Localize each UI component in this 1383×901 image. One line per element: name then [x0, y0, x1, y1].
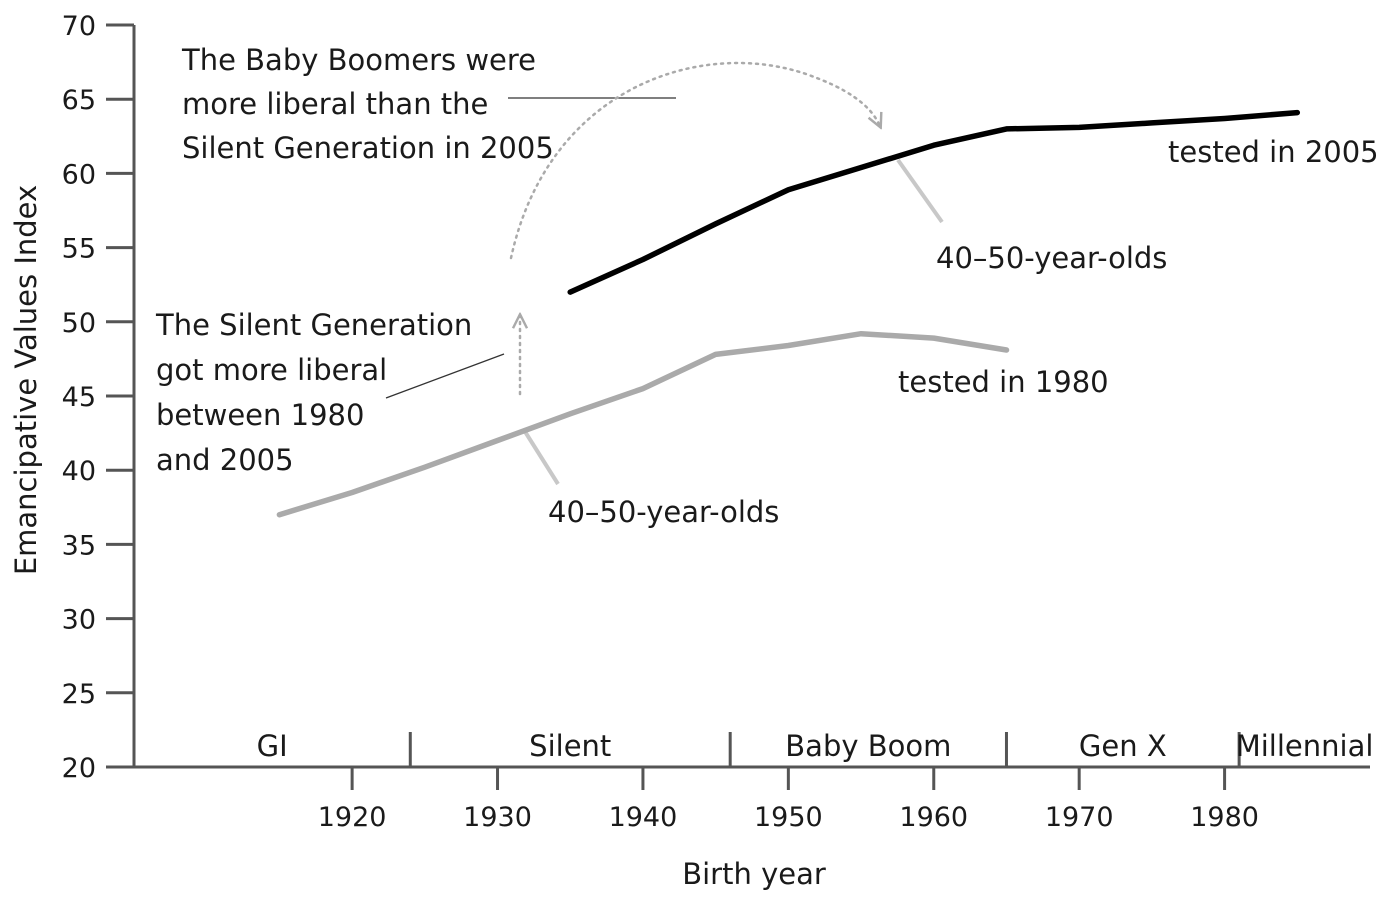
y-tick-label: 60 [62, 159, 96, 190]
series-label-tested-2005: tested in 2005 [1168, 135, 1379, 169]
series-line-tested-2005 [567, 109, 1301, 295]
y-tick-label: 30 [62, 605, 96, 636]
y-tick-label: 50 [62, 308, 96, 339]
label-age-1980: 40–50-year-olds [548, 495, 779, 529]
x-tick-label: 1980 [1190, 802, 1259, 833]
y-tick-label: 45 [62, 382, 96, 413]
label-age-2005: 40–50-year-olds [936, 241, 1167, 275]
silent-callout-line [385, 353, 505, 399]
svg-text:got more liberal: got more liberal [156, 353, 387, 387]
generation-label: Silent [529, 729, 611, 763]
y-tick-label: 65 [62, 85, 96, 116]
x-tick-label: 1920 [318, 802, 387, 833]
y-axis-title: Emancipative Values Index [9, 185, 43, 575]
x-axis-ticks: 1920 1930 1940 1950 1960 1970 1980 [318, 767, 1259, 833]
y-tick-label: 20 [62, 753, 96, 784]
generation-label: Baby Boom [785, 729, 951, 763]
x-tick-label: 1960 [899, 802, 968, 833]
x-tick-label: 1930 [463, 802, 532, 833]
svg-text:more liberal than the: more liberal than the [182, 87, 488, 121]
svg-text:Silent Generation in 2005: Silent Generation in 2005 [182, 131, 554, 165]
svg-text:The Baby Boomers were: The Baby Boomers were [181, 43, 536, 77]
generation-label: Gen X [1079, 729, 1167, 763]
generation-label: GI [257, 729, 288, 763]
annotation-boomers: The Baby Boomers were more liberal than … [181, 43, 554, 165]
svg-text:and 2005: and 2005 [156, 443, 294, 477]
x-tick-label: 1940 [609, 802, 678, 833]
svg-text:between 1980: between 1980 [156, 398, 364, 432]
y-tick-label: 35 [62, 530, 96, 561]
y-tick-label: 25 [62, 679, 96, 710]
series-line-tested-1980 [276, 330, 1010, 518]
series-label-tested-1980: tested in 1980 [898, 365, 1109, 399]
x-axis-title: Birth year [682, 857, 826, 891]
age-1980-callout-line [522, 428, 560, 486]
x-tick-label: 1970 [1045, 802, 1114, 833]
y-tick-label: 70 [62, 11, 96, 42]
y-tick-label: 55 [62, 234, 96, 265]
generation-bands: GI Silent Baby Boom Gen X Millennial [257, 729, 1374, 767]
x-tick-label: 1950 [754, 802, 823, 833]
y-axis-ticks: 20 25 30 35 40 45 50 55 60 65 70 [62, 11, 134, 784]
svg-text:The Silent Generation: The Silent Generation [155, 308, 472, 342]
boomers-dotted-arrow [509, 61, 880, 260]
generation-label: Millennial [1236, 729, 1374, 763]
y-tick-label: 40 [62, 456, 96, 487]
age-2005-callout-line [896, 158, 944, 224]
annotation-silent: The Silent Generation got more liberal b… [155, 308, 472, 477]
